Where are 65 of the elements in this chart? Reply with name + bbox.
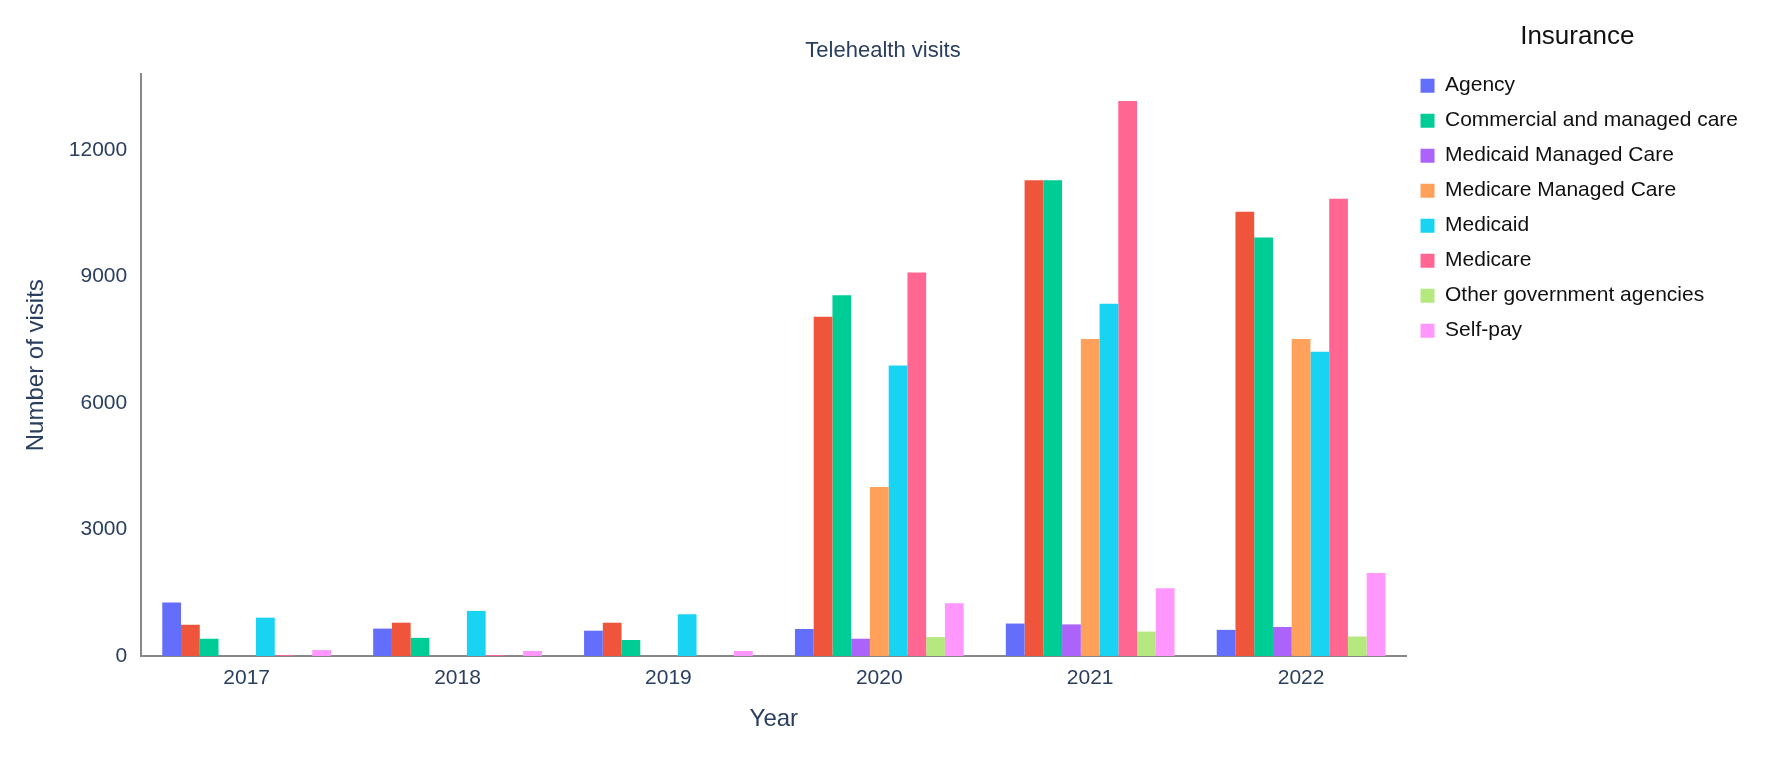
bar bbox=[584, 630, 603, 656]
x-axis-title: Year bbox=[749, 704, 799, 732]
bar bbox=[162, 602, 182, 656]
bar bbox=[373, 628, 392, 656]
bar bbox=[1155, 588, 1175, 656]
bar bbox=[1024, 180, 1044, 656]
bar bbox=[851, 638, 870, 656]
bar bbox=[1329, 198, 1348, 656]
chart-title: Telehealth visits bbox=[805, 37, 961, 63]
bar bbox=[1137, 631, 1156, 656]
bar bbox=[1062, 624, 1081, 656]
legend-label: Medicaid bbox=[1445, 212, 1530, 236]
x-tick-label: 2019 bbox=[645, 665, 692, 689]
legend-title: Insurance bbox=[1520, 20, 1635, 51]
bar bbox=[1291, 339, 1311, 656]
bar bbox=[621, 639, 641, 656]
bar bbox=[1272, 626, 1292, 656]
legend-label: Medicare Managed Care bbox=[1445, 177, 1677, 201]
bar bbox=[1005, 623, 1025, 656]
x-tick-label: 2018 bbox=[434, 665, 481, 689]
bar bbox=[199, 638, 219, 656]
legend-label: Agency bbox=[1445, 72, 1516, 96]
bar bbox=[1235, 211, 1255, 656]
bar bbox=[794, 629, 814, 656]
legend-label: Other government agencies bbox=[1445, 282, 1705, 306]
y-axis-title: Number of visits bbox=[21, 279, 49, 452]
y-tick-label: 12000 bbox=[68, 137, 128, 161]
bar bbox=[832, 295, 852, 656]
x-tick-label: 2017 bbox=[223, 665, 270, 689]
bar bbox=[734, 650, 753, 656]
bar bbox=[1080, 339, 1100, 656]
y-tick-label: 6000 bbox=[80, 389, 128, 413]
bar bbox=[813, 316, 833, 656]
bar bbox=[256, 617, 275, 656]
bar bbox=[1366, 572, 1386, 656]
bar bbox=[1254, 237, 1273, 656]
bar bbox=[391, 622, 411, 656]
x-tick-label: 2021 bbox=[1066, 665, 1114, 689]
bar bbox=[312, 650, 331, 656]
bar bbox=[523, 650, 542, 656]
x-tick-label: 2022 bbox=[1277, 665, 1325, 689]
x-tick-label: 2020 bbox=[855, 665, 903, 689]
bar bbox=[926, 637, 945, 656]
bar bbox=[944, 603, 964, 656]
y-tick-label: 0 bbox=[115, 642, 128, 666]
legend-label: Medicare bbox=[1445, 247, 1532, 271]
bar bbox=[1099, 303, 1119, 656]
bar bbox=[181, 624, 200, 656]
bar bbox=[677, 614, 697, 656]
bar bbox=[869, 487, 889, 656]
legend-label: Medicaid Managed Care bbox=[1445, 142, 1674, 166]
bar bbox=[1347, 636, 1367, 656]
bar bbox=[888, 365, 908, 656]
bar bbox=[602, 622, 622, 656]
bar bbox=[466, 610, 486, 656]
legend-label: Commercial and managed care bbox=[1445, 107, 1739, 131]
bar bbox=[410, 637, 430, 656]
bar bbox=[907, 272, 927, 656]
bar bbox=[1043, 180, 1063, 656]
y-tick-label: 3000 bbox=[80, 516, 128, 540]
bar bbox=[1118, 100, 1138, 656]
bar bbox=[1216, 629, 1236, 656]
legend-label: Self-pay bbox=[1445, 317, 1523, 341]
bar bbox=[1310, 351, 1330, 656]
y-tick-label: 9000 bbox=[80, 263, 128, 287]
